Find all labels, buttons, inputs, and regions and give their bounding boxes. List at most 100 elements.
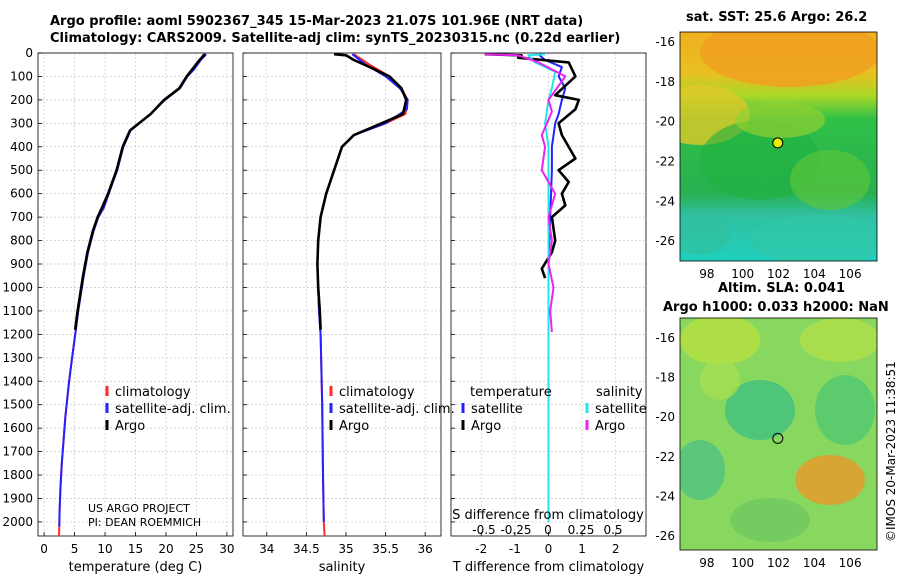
legend-label: satellite-adj. clim.: [339, 402, 455, 417]
x-tick-label: 5: [71, 542, 79, 556]
y-tick-label: 900: [10, 257, 33, 271]
series-line: [527, 53, 557, 522]
map-y-tick-label: -22: [655, 450, 675, 464]
x-axis-label: temperature (deg C): [69, 560, 203, 575]
y-tick-label: 2000: [2, 515, 33, 529]
s-diff-tick-label: 0: [544, 523, 552, 537]
y-tick-label: 200: [10, 93, 33, 107]
y-tick-label: 1300: [2, 351, 33, 365]
map-x-tick-label: 106: [839, 556, 862, 570]
y-tick-label: 1100: [2, 304, 33, 318]
map-y-tick-label: -16: [655, 331, 675, 345]
x-tick-label: 34: [259, 542, 274, 556]
x-tick-label: 35.5: [372, 542, 399, 556]
map-y-tick-label: -24: [655, 194, 675, 208]
map-y-tick-label: -22: [655, 154, 675, 168]
map-y-tick-label: -20: [655, 410, 675, 424]
legend-label: Argo: [339, 419, 369, 434]
header-line-1: Argo profile: aoml 5902367_345 15-Mar-20…: [50, 14, 584, 29]
legend-label: satellite: [595, 402, 647, 417]
legend-label: climatology: [339, 385, 415, 400]
argo-location-marker: [772, 137, 784, 149]
map-y-tick-label: -18: [655, 75, 675, 89]
y-tick-label: 600: [10, 187, 33, 201]
map-x-tick-label: 100: [731, 556, 754, 570]
map-x-tick-label: 98: [699, 267, 714, 281]
s-diff-axis-label: S difference from climatology: [452, 508, 644, 523]
x-axis-label: salinity: [319, 560, 366, 575]
legend-title-temperature: temperature: [470, 385, 552, 400]
map-x-tick-label: 102: [767, 267, 790, 281]
sla-map: [680, 318, 877, 550]
x-tick-label: -2: [475, 542, 487, 556]
y-tick-label: 1800: [2, 468, 33, 482]
x-tick-label: 10: [97, 542, 112, 556]
y-tick-label: 500: [10, 163, 33, 177]
y-tick-label: 1200: [2, 327, 33, 341]
y-tick-label: 700: [10, 210, 33, 224]
legend-label: Argo: [595, 419, 625, 434]
x-tick-label: 30: [219, 542, 234, 556]
sst-map-title: sat. SST: 25.6 Argo: 26.2: [686, 10, 868, 25]
y-tick-label: 400: [10, 140, 33, 154]
y-tick-label: 1400: [2, 374, 33, 388]
series-line: [316, 53, 409, 537]
y-tick-label: 1700: [2, 445, 33, 459]
x-tick-label: 1: [578, 542, 586, 556]
series-line: [73, 53, 206, 330]
sst-map: [680, 32, 877, 261]
map-y-tick-label: -26: [655, 529, 675, 543]
x-tick-label: 36: [418, 542, 433, 556]
y-tick-label: 300: [10, 116, 33, 130]
x-axis-label: T difference from climatology: [452, 560, 645, 575]
legend-label: satellite: [471, 402, 523, 417]
series-line: [484, 53, 567, 333]
map-x-tick-label: 104: [803, 556, 826, 570]
map-x-tick-label: 104: [803, 267, 826, 281]
y-tick-label: 800: [10, 234, 33, 248]
y-tick-label: 0: [25, 46, 33, 60]
map-y-tick-label: -26: [655, 234, 675, 248]
map-x-tick-label: 100: [731, 267, 754, 281]
legend-label: Argo: [471, 419, 501, 434]
map-y-tick-label: -18: [655, 370, 675, 384]
x-tick-label: 20: [158, 542, 173, 556]
y-tick-label: 1500: [2, 398, 33, 412]
x-tick-label: 15: [128, 542, 143, 556]
map-x-tick-label: 98: [699, 556, 714, 570]
x-tick-label: 2: [612, 542, 620, 556]
axes-frame-2: [242, 52, 442, 537]
legend-title-salinity: salinity: [596, 385, 643, 400]
y-tick-label: 1600: [2, 421, 33, 435]
s-diff-tick-label: 0.5: [603, 523, 622, 537]
argo-location-marker: [772, 432, 784, 444]
series-line: [316, 53, 409, 522]
s-diff-tick-label: -0.25: [500, 523, 531, 537]
header-line-2: Climatology: CARS2009. Satellite-adj cli…: [50, 31, 621, 46]
sla-map-title-1: Altim. SLA: 0.041: [718, 281, 845, 296]
annotation-text: US ARGO PROJECT: [88, 502, 190, 515]
s-diff-tick-label: 0.25: [568, 523, 595, 537]
series-line: [316, 52, 408, 330]
legend-label: climatology: [115, 385, 191, 400]
map-y-tick-label: -20: [655, 115, 675, 129]
x-tick-label: 35: [338, 542, 353, 556]
sla-map-title-2: Argo h1000: 0.033 h2000: NaN: [663, 300, 889, 315]
x-tick-label: 0: [40, 542, 48, 556]
y-tick-label: 1900: [2, 491, 33, 505]
map-y-tick-label: -24: [655, 489, 675, 503]
s-diff-tick-label: -0.5: [472, 523, 495, 537]
x-tick-label: 0: [545, 542, 553, 556]
x-tick-label: 34.5: [293, 542, 320, 556]
legend-label: Argo: [115, 419, 145, 434]
map-x-tick-label: 102: [767, 556, 790, 570]
y-tick-label: 100: [10, 69, 33, 83]
x-tick-label: -1: [509, 542, 521, 556]
map-x-tick-label: 106: [839, 267, 862, 281]
series-line: [484, 52, 581, 279]
y-tick-label: 1000: [2, 280, 33, 294]
annotation-text: PI: DEAN ROEMMICH: [88, 516, 201, 529]
x-tick-label: 25: [189, 542, 204, 556]
legend-label: satellite-adj. clim.: [115, 402, 231, 417]
